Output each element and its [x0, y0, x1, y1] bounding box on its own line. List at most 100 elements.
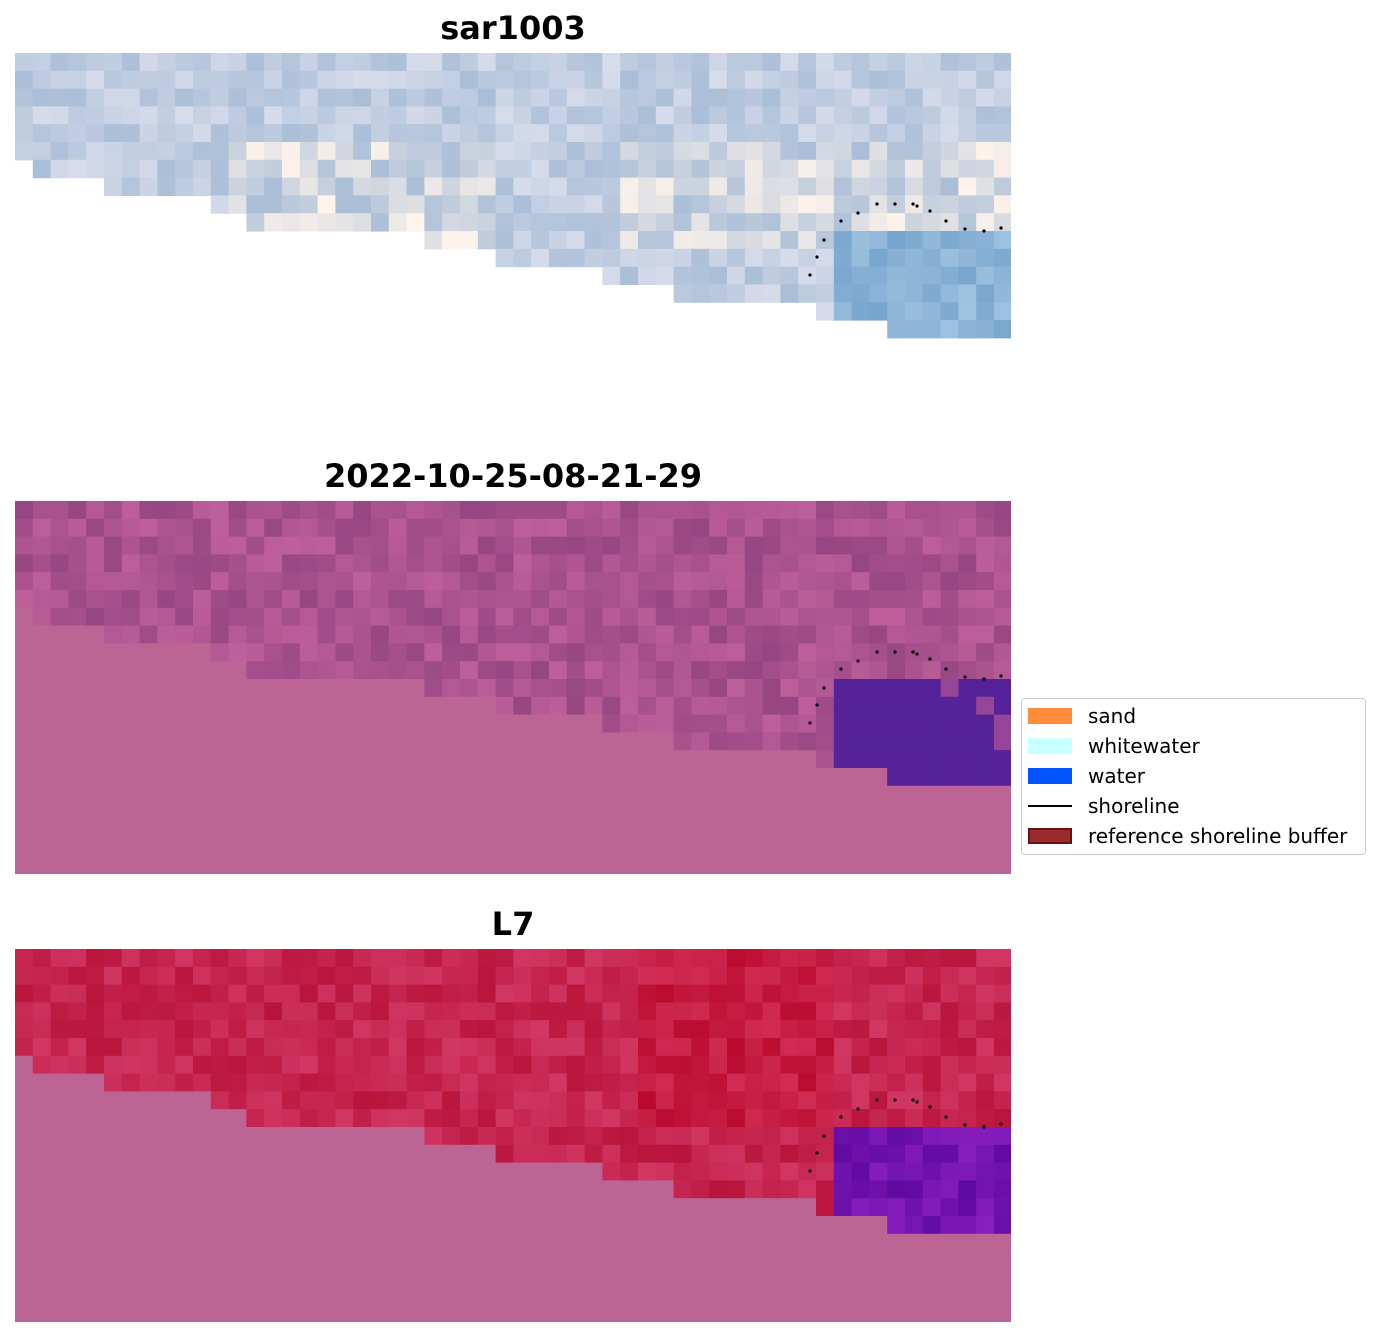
pixel [264, 1055, 283, 1075]
pixel [816, 572, 835, 591]
pixel [50, 661, 69, 680]
pixel [513, 554, 532, 573]
pixel [282, 106, 301, 125]
pixel [388, 984, 408, 1003]
pixel [851, 1233, 870, 1253]
pixel [727, 1287, 746, 1306]
pixel [638, 768, 657, 787]
pixel [175, 839, 194, 858]
pixel [371, 1233, 390, 1253]
pixel [727, 696, 746, 716]
pixel [335, 177, 354, 196]
pixel [317, 536, 336, 555]
pixel [584, 1180, 603, 1199]
pixel [121, 159, 141, 179]
pixel [566, 857, 586, 874]
pixel [353, 803, 372, 822]
pixel [50, 785, 69, 805]
pixel [264, 949, 283, 968]
pixel [869, 1038, 888, 1057]
pixel [299, 732, 319, 751]
pixel [495, 732, 514, 751]
pixel [424, 750, 443, 769]
pixel [32, 70, 52, 90]
pixel [655, 1127, 675, 1146]
pixel [994, 1073, 1011, 1092]
pixel [175, 1020, 194, 1039]
pixel [424, 1127, 443, 1146]
pixel [299, 625, 319, 644]
pixel [406, 714, 425, 733]
pixel [371, 803, 390, 822]
pixel [549, 768, 568, 787]
pixel [406, 124, 425, 143]
pixel [798, 1251, 817, 1270]
pixel [709, 1251, 728, 1270]
pixel [477, 607, 497, 627]
pixel [531, 1305, 550, 1322]
pixel [68, 625, 87, 644]
pixel [638, 572, 657, 591]
pixel [673, 679, 692, 698]
pixel [887, 142, 906, 161]
pixel [442, 1073, 461, 1092]
pixel [513, 70, 532, 90]
pixel [335, 518, 354, 538]
pixel [780, 785, 799, 805]
pixel [531, 554, 550, 573]
pixel [922, 302, 942, 321]
pixel [246, 625, 265, 644]
pixel [887, 857, 906, 874]
pixel [175, 1251, 194, 1270]
pixel [887, 231, 906, 250]
shoreline-dot [839, 1115, 843, 1119]
pixel [193, 159, 212, 179]
pixel [104, 572, 123, 591]
pixel [371, 785, 390, 805]
pixel [958, 284, 977, 303]
pixel [495, 1287, 514, 1306]
pixel [922, 1002, 942, 1021]
pixel [193, 70, 212, 90]
pixel [762, 696, 781, 716]
pixel [922, 1091, 942, 1110]
pixel [371, 732, 390, 751]
pixel [566, 1091, 586, 1110]
pixel [798, 679, 817, 698]
pixel [905, 142, 924, 161]
pixel [994, 732, 1011, 751]
pixel [976, 1180, 995, 1199]
pixel [922, 177, 942, 196]
pixel [976, 1233, 995, 1253]
pixel [762, 518, 781, 538]
pixel [549, 213, 568, 232]
pixel [210, 106, 230, 125]
pixel [460, 607, 479, 627]
pixel [958, 625, 977, 644]
pixel [210, 966, 230, 986]
pixel [922, 142, 942, 161]
pixel [139, 53, 158, 72]
pixel [32, 124, 52, 143]
pixel [264, 821, 283, 840]
pixel [922, 266, 942, 285]
pixel [744, 1180, 764, 1199]
pixel [887, 714, 906, 733]
pixel [709, 803, 728, 822]
pixel [798, 195, 817, 214]
pixel [121, 1127, 141, 1146]
pixel [477, 750, 497, 769]
pixel [976, 1055, 995, 1075]
pixel [994, 302, 1011, 321]
pixel [477, 1233, 497, 1253]
pixel [175, 1269, 194, 1288]
pixel [15, 554, 34, 573]
pixel [121, 1055, 141, 1075]
pixel [68, 1269, 87, 1288]
pixel [513, 518, 532, 538]
pixel [513, 1180, 532, 1199]
pixel [762, 768, 781, 787]
pixel [175, 803, 194, 822]
pixel [887, 1020, 906, 1039]
pixel [424, 231, 443, 250]
